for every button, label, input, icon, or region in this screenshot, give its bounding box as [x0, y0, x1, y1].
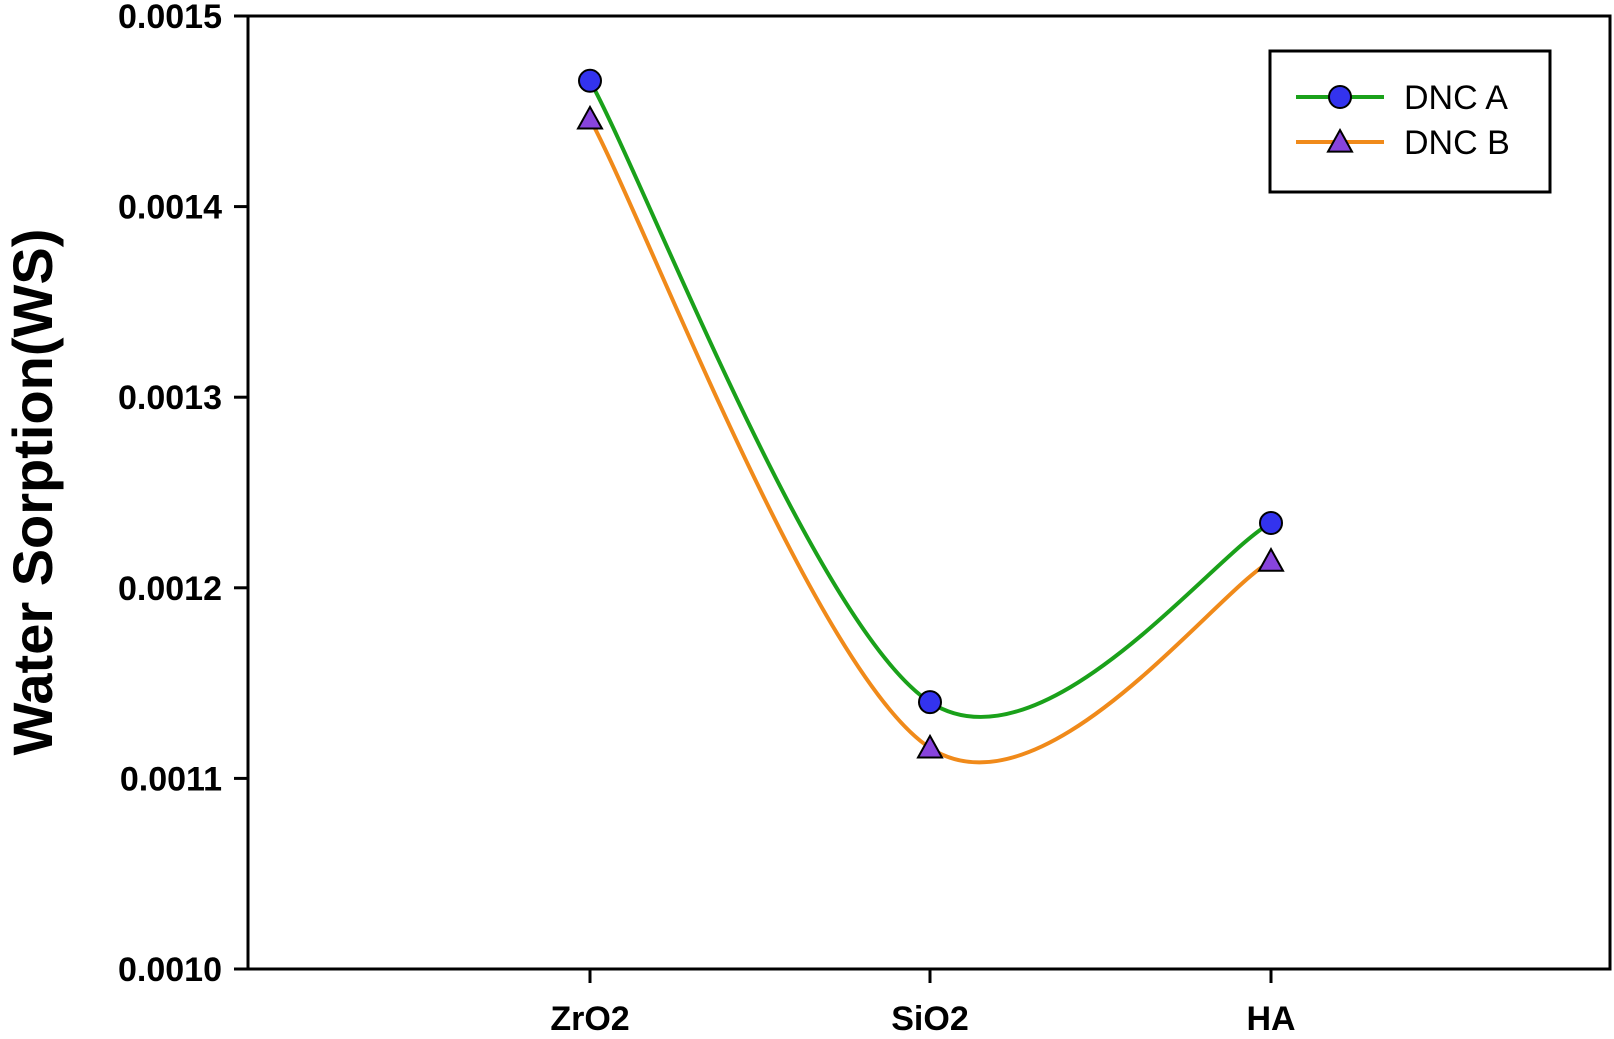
x-tick-label: ZrO2: [550, 1000, 629, 1038]
y-axis-title: Water Sorption(WS): [1, 229, 64, 756]
y-tick-label: 0.0010: [118, 951, 222, 989]
legend-marker: [1328, 85, 1352, 109]
x-tick-label: HA: [1246, 1000, 1295, 1038]
x-axis-ticks: ZrO2 SiO2 HA: [550, 969, 1296, 1038]
series-line-dnc-b: [588, 117, 1272, 765]
legend: DNC A DNC B: [1268, 49, 1552, 194]
legend-label: DNC A: [1404, 79, 1508, 117]
y-tick-label: 0.0013: [118, 379, 222, 417]
data-point-dnc-b: [576, 104, 604, 130]
data-point-dnc-a: [918, 690, 942, 715]
series-layer: [576, 68, 1285, 765]
y-tick-label: 0.0014: [118, 189, 222, 227]
y-tick-label: 0.0012: [118, 570, 222, 608]
y-axis-ticks: 0.0010 0.0011 0.0012 0.0013 0.0014 0.0015: [118, 0, 248, 989]
data-point-dnc-b: [1257, 547, 1285, 572]
data-point-dnc-b: [916, 733, 944, 759]
legend-marker: [1326, 127, 1354, 153]
y-tick-label: 0.0015: [118, 0, 222, 36]
series-line-dnc-a: [588, 79, 1272, 719]
x-tick-label: SiO2: [891, 1000, 968, 1038]
legend-label: DNC B: [1404, 124, 1510, 162]
legend-box: [1268, 49, 1552, 194]
y-tick-label: 0.0011: [120, 760, 222, 798]
data-point-dnc-a: [1259, 510, 1283, 535]
data-point-dnc-a: [578, 68, 602, 93]
